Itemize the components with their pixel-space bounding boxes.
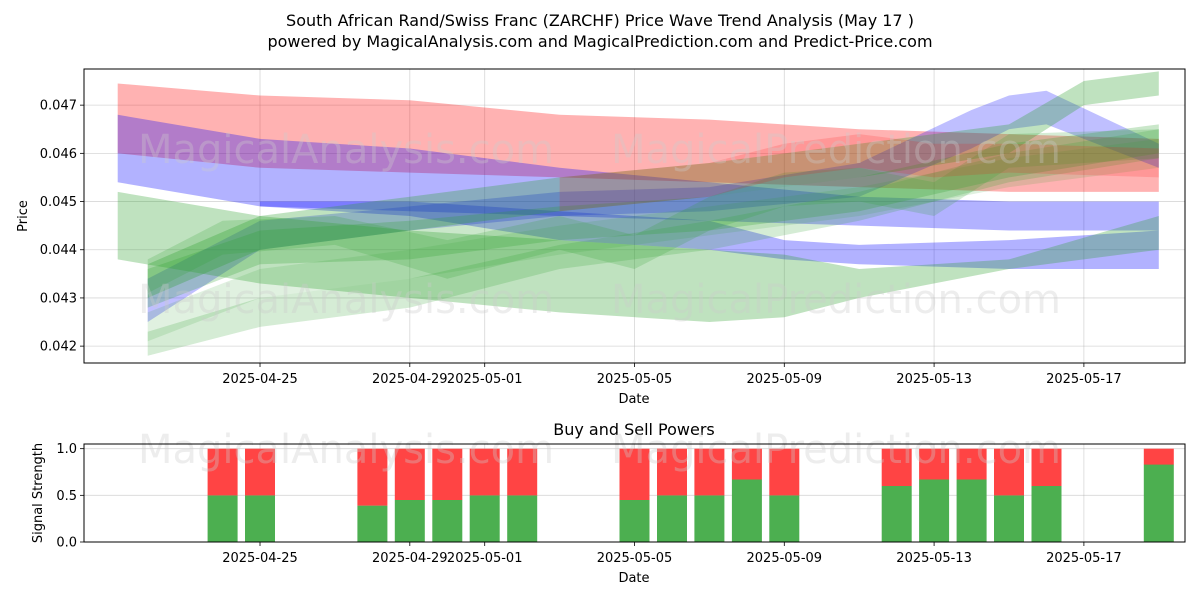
power-x-axis: 2025-04-25 2025-04-29 2025-05-01 2025-05-05… <box>222 542 1122 566</box>
buy-bar <box>245 495 275 542</box>
price-x-tick-label: 2025-05-01 <box>447 372 523 387</box>
figure-title-line2: powered by MagicalAnalysis.com and Magic… <box>267 32 932 51</box>
sell-bar <box>731 448 762 480</box>
buy-bar <box>1143 464 1174 542</box>
power-y-tick-label: 0.0 <box>56 536 77 551</box>
sell-bar <box>956 448 987 480</box>
power-x-tick-label: 2025-05-13 <box>896 551 972 566</box>
buy-bar <box>881 486 912 542</box>
power-x-tick-label: 2025-05-09 <box>747 551 823 566</box>
buy-sell-power-chart: Buy and Sell Powers MagicalAnalysis.com … <box>31 420 1186 586</box>
band-green-band-mid <box>147 124 1159 308</box>
price-y-label: Price <box>16 200 31 232</box>
price-bands <box>117 71 1159 356</box>
buy-bar <box>394 500 425 542</box>
sell-bar <box>469 448 500 496</box>
buy-bar <box>507 495 538 542</box>
power-x-tick-label: 2025-05-05 <box>597 551 673 566</box>
sell-bar <box>619 448 650 500</box>
buy-bar <box>694 495 725 542</box>
power-x-tick-label: 2025-04-25 <box>222 551 298 566</box>
sell-bar <box>394 448 425 500</box>
buy-bar <box>657 495 687 542</box>
price-wave-chart: MagicalAnalysis.com MagicalPrediction.co… <box>16 68 1186 407</box>
price-x-tick-label: 2025-05-05 <box>597 372 673 387</box>
price-y-tick-label: 0.047 <box>40 99 77 114</box>
price-y-tick-label: 0.044 <box>40 243 77 258</box>
figure-title-line1: South African Rand/Swiss Franc (ZARCHF) … <box>286 11 914 30</box>
power-x-tick-label: 2025-04-29 <box>372 551 448 566</box>
buy-bar <box>769 495 800 542</box>
power-y-tick-label: 1.0 <box>56 442 77 457</box>
sell-bar <box>919 448 950 480</box>
sell-bar <box>657 448 687 496</box>
price-x-label: Date <box>618 392 649 407</box>
band-red-band <box>117 83 1159 192</box>
band-blue-band-lower <box>260 201 1159 269</box>
price-x-tick-label: 2025-05-09 <box>747 372 823 387</box>
sell-bar <box>994 448 1024 496</box>
price-grid <box>84 69 1185 363</box>
sell-bar <box>881 448 912 486</box>
sell-bar <box>207 448 238 496</box>
price-x-axis: 2025-04-25 2025-04-29 2025-05-01 2025-05-05… <box>222 363 1122 387</box>
watermark-prediction-mid: MagicalPrediction.com <box>611 277 1061 323</box>
watermark-prediction-top: MagicalPrediction.com <box>611 127 1061 173</box>
power-x-tick-label: 2025-05-17 <box>1046 551 1122 566</box>
buy-bar <box>469 495 500 542</box>
buy-bar <box>619 500 650 542</box>
price-x-tick-label: 2025-04-29 <box>372 372 448 387</box>
buy-bar <box>1031 486 1062 542</box>
price-y-tick-label: 0.043 <box>40 291 77 306</box>
band-blue-band-upper <box>117 114 1159 231</box>
price-x-tick-label: 2025-05-13 <box>896 372 972 387</box>
sell-bar <box>1031 448 1062 486</box>
price-x-tick-label: 2025-05-17 <box>1046 372 1122 387</box>
power-y-axis: 0.0 0.5 1.0 <box>56 442 84 551</box>
power-x-tick-label: 2025-05-01 <box>447 551 523 566</box>
band-green-band-faint <box>147 138 1159 342</box>
power-bars <box>207 448 1174 542</box>
buy-bar <box>919 479 950 542</box>
price-y-axis: 0.042 0.043 0.044 0.045 0.046 0.047 <box>40 99 84 355</box>
sell-bar <box>694 448 725 496</box>
watermark-analysis-mid: MagicalAnalysis.com <box>138 277 554 323</box>
band-blue-band-rise <box>147 90 1159 322</box>
sell-bar <box>432 448 463 500</box>
power-x-label: Date <box>618 571 649 586</box>
band-green-band-wide <box>117 191 1159 322</box>
price-y-tick-label: 0.042 <box>40 340 77 355</box>
power-chart-title: Buy and Sell Powers <box>553 420 715 439</box>
band-green-band-top <box>147 71 1159 298</box>
band-green-band-wave <box>147 129 1159 294</box>
sell-bar <box>1143 448 1174 465</box>
watermark-analysis-top: MagicalAnalysis.com <box>138 127 554 173</box>
price-y-tick-label: 0.046 <box>40 147 77 162</box>
band-green-band-low <box>147 129 1159 356</box>
buy-bar <box>994 495 1024 542</box>
buy-bar <box>731 479 762 542</box>
price-y-tick-label: 0.045 <box>40 195 77 210</box>
watermark-analysis-bottom: MagicalAnalysis.com <box>138 427 554 473</box>
buy-bar <box>207 495 238 542</box>
buy-bar <box>956 479 987 542</box>
buy-bar <box>357 505 388 542</box>
sell-bar <box>245 448 275 496</box>
power-y-label: Signal Strength <box>31 443 46 543</box>
buy-bar <box>432 500 463 542</box>
price-x-tick-label: 2025-04-25 <box>222 372 298 387</box>
power-y-tick-label: 0.5 <box>56 489 77 504</box>
watermark-prediction-bottom: MagicalPrediction.com <box>611 427 1061 473</box>
sell-bar <box>507 448 538 496</box>
sell-bar <box>769 448 800 496</box>
band-red-band-rise <box>559 134 1159 212</box>
sell-bar <box>357 448 388 506</box>
